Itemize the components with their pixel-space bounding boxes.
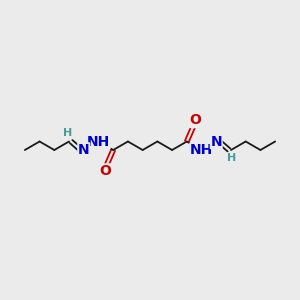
Text: NH: NH: [87, 134, 110, 148]
Text: N: N: [210, 134, 222, 148]
Text: N: N: [78, 143, 90, 157]
Text: H: H: [227, 153, 237, 163]
Text: H: H: [63, 128, 73, 139]
Text: NH: NH: [190, 143, 213, 157]
Text: O: O: [189, 113, 201, 128]
Text: O: O: [99, 164, 111, 178]
